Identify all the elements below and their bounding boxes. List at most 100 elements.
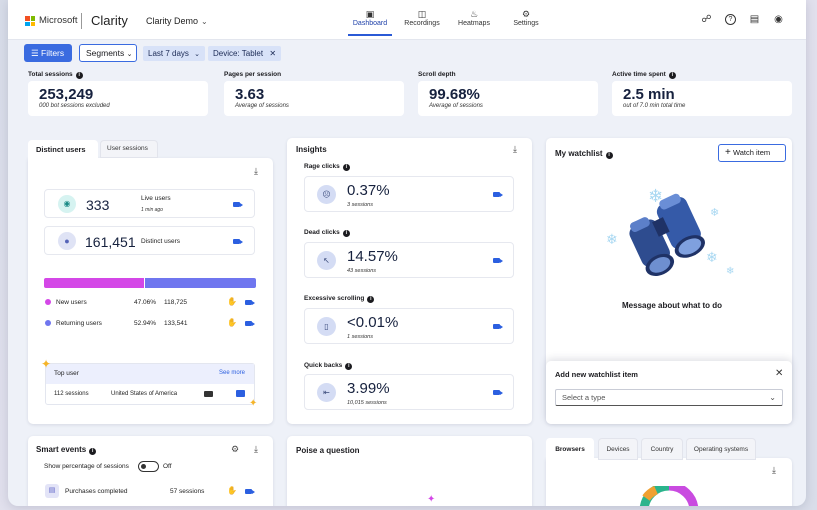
see-more-link[interactable]: See more xyxy=(219,370,246,376)
recordings-icon: ◫ xyxy=(417,9,427,19)
app-window: Microsoft Clarity Clarity Demo ⌄ ▣ Dashbo… xyxy=(8,0,806,506)
excessive-scrolling-card[interactable]: ▯ <0.01% 1 sessions xyxy=(304,308,514,344)
info-icon[interactable]: i xyxy=(342,164,350,171)
info-icon[interactable]: i xyxy=(605,152,613,159)
date-range-chip[interactable]: Last 7 days ⌄ xyxy=(143,46,206,61)
person-icon: ● xyxy=(58,232,76,250)
info-icon[interactable]: i xyxy=(89,448,97,455)
distinct-users-value: 161,451 xyxy=(85,234,136,250)
tab-user-sessions[interactable]: User sessions xyxy=(100,140,158,158)
recording-icon[interactable] xyxy=(493,324,503,329)
insights-title: Insights xyxy=(296,145,327,154)
nav-dashboard-label: Dashboard xyxy=(352,20,388,27)
tab-country[interactable]: Country xyxy=(641,438,683,460)
dead-clicks-card[interactable]: ↖ 14.57% 43 sessions xyxy=(304,242,514,278)
recording-icon[interactable] xyxy=(233,239,243,244)
download-icon[interactable]: ⤓ xyxy=(254,166,258,176)
browsers-panel xyxy=(546,458,792,506)
snowflake-icon: ❄ xyxy=(606,232,618,248)
tab-distinct-users[interactable]: Distinct users xyxy=(28,140,98,160)
quick-backs-label: Quick backs i xyxy=(304,362,353,370)
top-bar: Microsoft Clarity Clarity Demo ⌄ ▣ Dashbo… xyxy=(8,0,806,40)
watch-item-button[interactable]: + Watch item xyxy=(718,144,786,162)
percentage-toggle[interactable] xyxy=(138,461,159,472)
nav-heatmaps[interactable]: ♨ Heatmaps xyxy=(456,8,492,36)
cursor-click-icon: ↖ xyxy=(317,251,336,270)
donut-segment-purple xyxy=(668,486,699,506)
nav-settings[interactable]: ⚙ Settings xyxy=(510,8,542,36)
dead-clicks-sub: 43 sessions xyxy=(347,268,377,274)
snowflake-icon: ❄ xyxy=(726,266,734,277)
info-icon[interactable]: i xyxy=(668,72,676,79)
info-icon[interactable]: i xyxy=(342,230,350,237)
stat-value: 253,249 xyxy=(39,86,94,103)
add-watchlist-title: Add new watchlist item xyxy=(555,370,638,379)
stat-card-pages-per-session: 3.63 Average of sessions xyxy=(224,81,404,116)
download-icon[interactable]: ⤓ xyxy=(772,465,776,475)
help-icon[interactable]: ? xyxy=(725,14,736,25)
recording-icon[interactable] xyxy=(493,192,503,197)
sparkle-icon: ✦ xyxy=(249,398,258,409)
watchlist-message: Message about what to do xyxy=(622,301,723,310)
stat-label-total-sessions: Total sessions i xyxy=(28,71,83,79)
info-icon[interactable]: i xyxy=(345,363,353,370)
settings-icon: ⚙ xyxy=(521,9,531,19)
recording-icon[interactable] xyxy=(233,202,243,207)
angry-face-icon: ☹ xyxy=(317,185,336,204)
heatmap-icon[interactable]: ✋ xyxy=(227,486,237,495)
toggle-label: Show percentage of sessions xyxy=(44,463,129,470)
purchases-label: Purchases completed xyxy=(65,488,128,495)
device-chip-label: Device: Tablet xyxy=(213,49,264,58)
heatmap-icon[interactable]: ✋ xyxy=(227,297,237,306)
binoculars-illustration: ❄ ❄ ❄ ❄ ❄ xyxy=(606,186,734,277)
recording-icon[interactable] xyxy=(236,390,245,397)
project-selector[interactable]: Clarity Demo ⌄ xyxy=(146,16,208,26)
chevron-down-icon: ⌄ xyxy=(126,51,133,58)
recording-icon[interactable] xyxy=(245,300,255,305)
account-icon[interactable]: ◉ xyxy=(774,14,783,25)
share-icon[interactable]: ☍ xyxy=(701,14,712,25)
tab-operating-systems[interactable]: Operating systems xyxy=(686,438,756,460)
recording-icon[interactable] xyxy=(245,321,255,326)
filters-label: Filters xyxy=(41,48,65,58)
close-icon[interactable]: ✕ xyxy=(269,49,277,58)
live-users-sub: 1 min ago xyxy=(141,207,163,213)
top-user-header xyxy=(46,364,254,384)
stat-label-active-time: Active time spent i xyxy=(612,71,676,79)
rage-clicks-card[interactable]: ☹ 0.37% 3 sessions xyxy=(304,176,514,212)
stat-card-total-sessions: 253,249 000 bot sessions excluded xyxy=(28,81,208,116)
live-users-label: Live users xyxy=(141,195,171,202)
watch-item-label: Watch item xyxy=(732,148,771,157)
quick-backs-sub: 10,015 sessions xyxy=(347,400,387,406)
recording-icon[interactable] xyxy=(493,258,503,263)
nav-recordings[interactable]: ◫ Recordings xyxy=(402,8,442,36)
recording-icon[interactable] xyxy=(493,390,503,395)
settings-icon[interactable]: ⚙ xyxy=(231,444,240,454)
sparkle-icon: ✦ xyxy=(427,494,436,505)
chevron-down-icon: ⌄ xyxy=(769,393,776,402)
download-icon[interactable]: ⤓ xyxy=(254,444,258,454)
tab-browsers[interactable]: Browsers xyxy=(546,438,594,460)
recording-icon[interactable] xyxy=(245,489,255,494)
nav-heatmaps-label: Heatmaps xyxy=(458,20,490,27)
new-users-count: 118,725 xyxy=(164,299,188,306)
watchlist-type-select[interactable]: Select a type ⌄ xyxy=(555,389,783,406)
close-icon[interactable]: ✕ xyxy=(775,368,784,379)
nav-dashboard[interactable]: ▣ Dashboard xyxy=(348,8,392,36)
returning-users-count: 133,541 xyxy=(164,320,188,327)
device-chip[interactable]: Device: Tablet ✕ xyxy=(208,46,282,61)
segments-button[interactable]: Segments ⌄ xyxy=(79,44,137,62)
filters-button[interactable]: ☰ Filters xyxy=(24,44,72,62)
download-icon[interactable]: ⤓ xyxy=(513,144,517,154)
document-icon[interactable]: ▤ xyxy=(749,14,760,25)
heatmap-icon[interactable]: ✋ xyxy=(227,318,237,327)
quick-backs-card[interactable]: ⇤ 3.99% 10,015 sessions xyxy=(304,374,514,410)
info-icon[interactable]: i xyxy=(367,296,375,303)
info-icon[interactable]: i xyxy=(75,72,83,79)
tab-devices[interactable]: Devices xyxy=(598,438,638,460)
returning-users-legend-dot xyxy=(45,320,51,326)
microsoft-logo-icon xyxy=(25,16,35,26)
snowflake-icon: ❄ xyxy=(648,186,663,207)
heatmaps-icon: ♨ xyxy=(469,9,479,19)
sparkle-icon: ✦ xyxy=(41,357,52,371)
